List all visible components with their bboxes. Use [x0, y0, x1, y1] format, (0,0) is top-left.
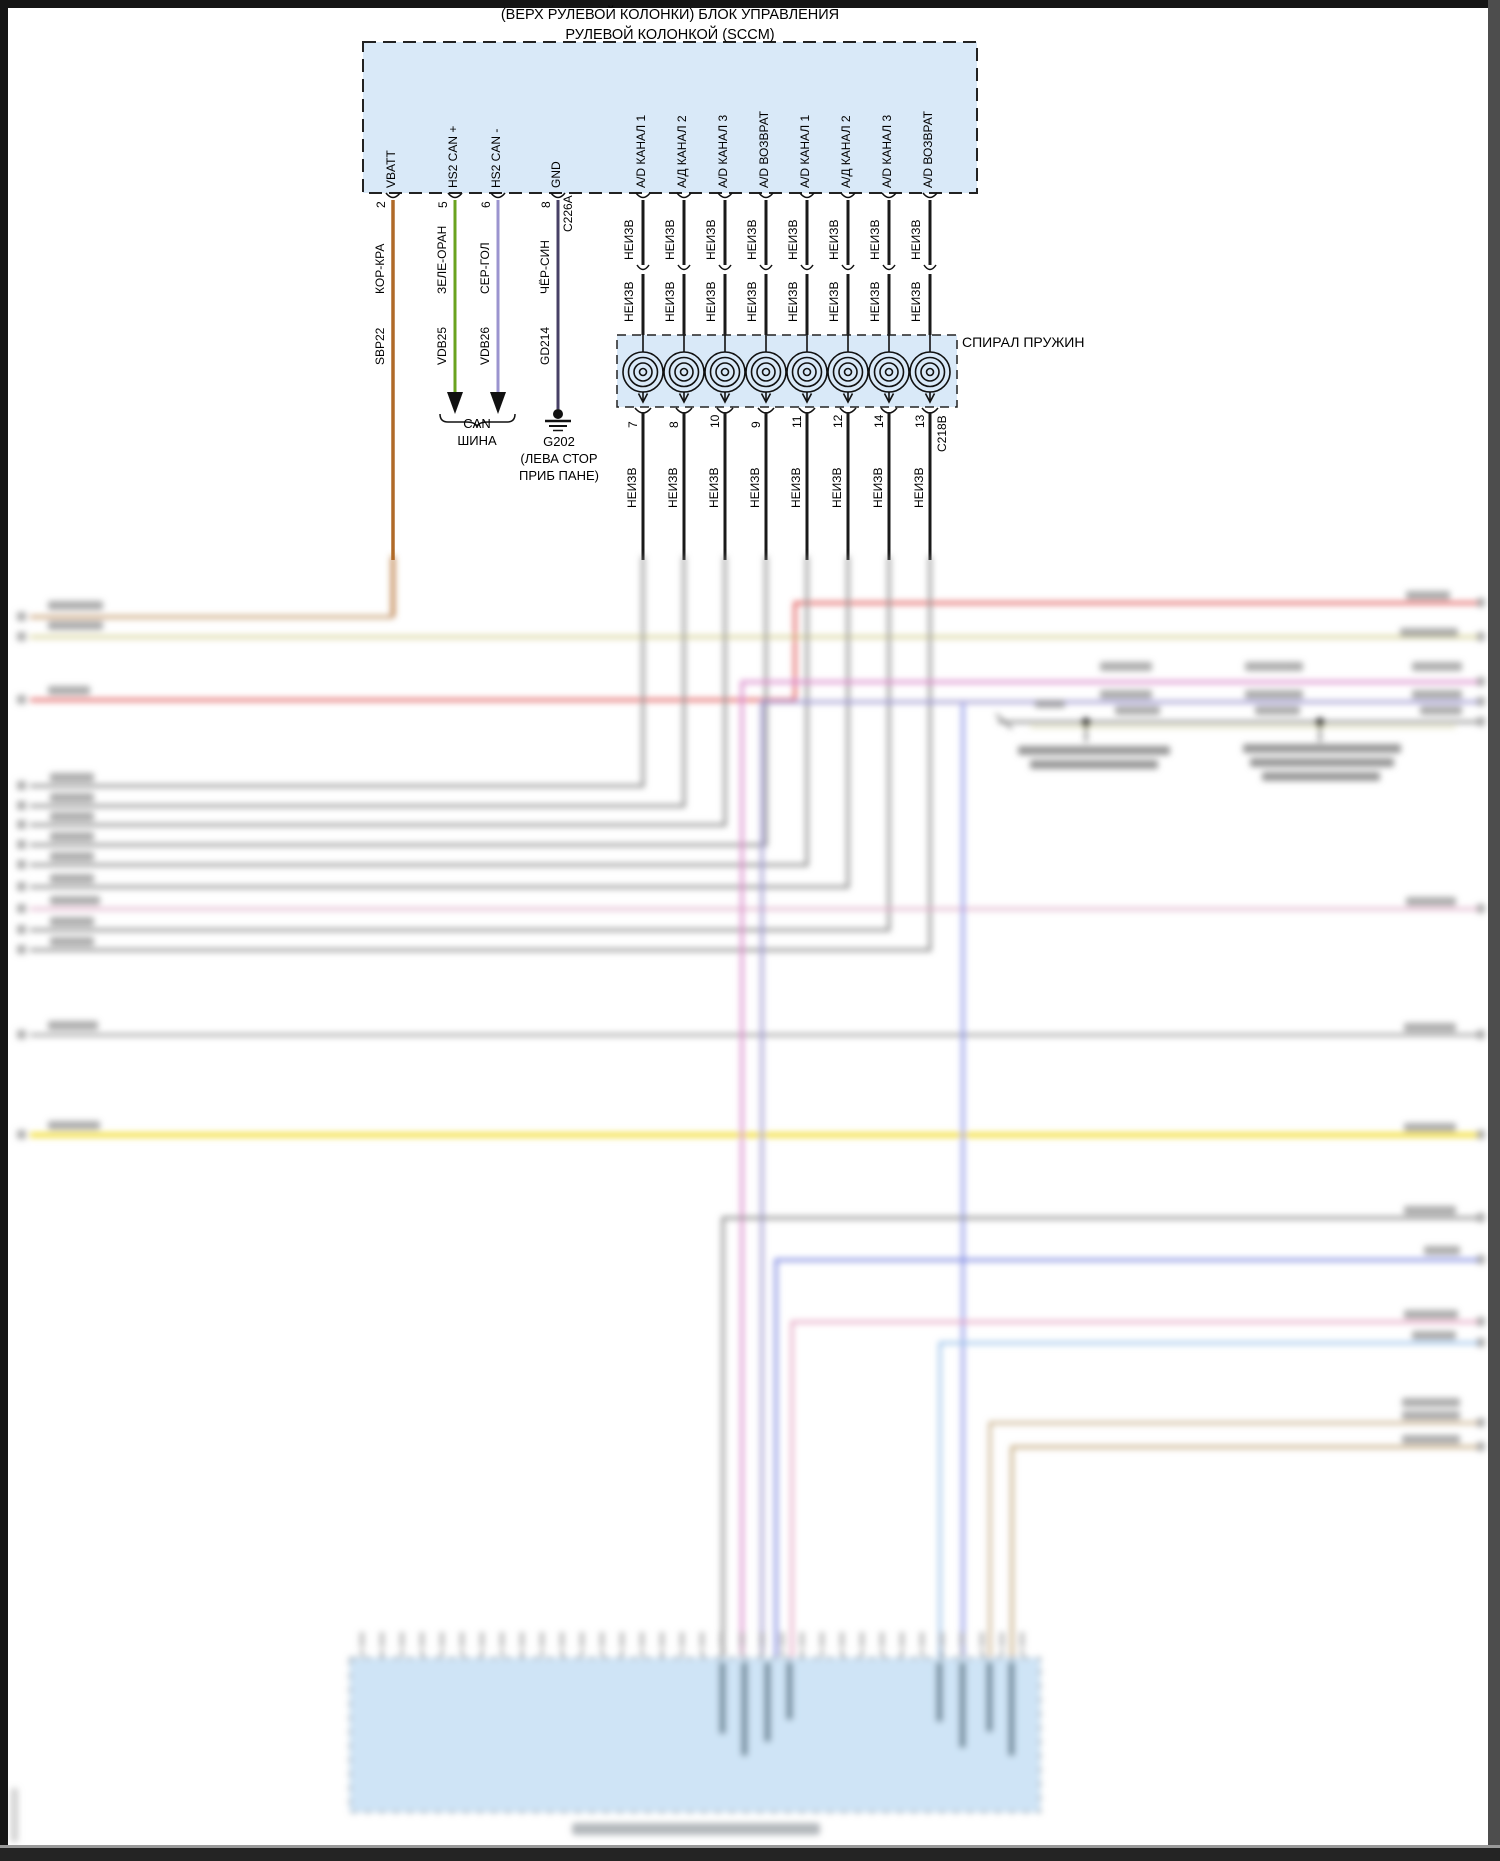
sccm-pin-label-gnd: GND — [549, 161, 563, 188]
connector-label-c226a: C226A — [561, 195, 575, 232]
spring-pin-number: 12 — [831, 414, 845, 428]
circuit-label: SBP22 — [373, 327, 387, 365]
sccm-pin-label-ch4: A/D ВОЗВРАТ — [757, 110, 771, 188]
wire-unknown-label: НЕИЗВ — [745, 219, 759, 260]
ground-id: G202 — [543, 434, 575, 449]
wire-unknown-label: НЕИЗВ — [704, 219, 718, 260]
wire-unknown-label: НЕИЗВ — [745, 281, 759, 322]
pin-number: 8 — [539, 201, 553, 208]
wire-unknown-label: НЕИЗВ — [909, 281, 923, 322]
wire-unknown-label: НЕИЗВ — [622, 219, 636, 260]
circuit-label: VDB25 — [435, 326, 449, 365]
wire-unknown-label: НЕИЗВ — [704, 281, 718, 322]
connector-label-c218b: C218B — [935, 415, 949, 452]
power-and-bus-wires — [391, 200, 560, 560]
sccm-pin-label-ch3: A/D КАНАЛ 3 — [716, 114, 730, 188]
spring-output-wires — [641, 412, 932, 560]
wire-unknown-label: НЕИЗВ — [912, 467, 926, 508]
wire-unknown-label: НЕИЗВ — [663, 219, 677, 260]
sccm-pin-label-ch6: А/Д КАНАЛ 2 — [839, 115, 853, 188]
wire-unknown-label: НЕИЗВ — [748, 467, 762, 508]
sccm-pin-label-ch8: A/D ВОЗВРАТ — [921, 110, 935, 188]
can-bus-line1: CAN — [463, 416, 491, 431]
sccm-pin-label-can-minus: HS2 CAN - — [489, 128, 503, 188]
ground-location-line1: (ЛЕВА СТОР — [520, 450, 598, 466]
ad-channel-wires — [641, 200, 932, 335]
wire-unknown-label: НЕИЗВ — [868, 281, 882, 322]
wire-unknown-label: НЕИЗВ — [789, 467, 803, 508]
sccm-pin-label-ch7: A/D КАНАЛ 3 — [880, 114, 894, 188]
sccm-pin-label-can-plus: HS2 CAN + — [446, 125, 460, 188]
wire-color-label: СЕР-ГОЛ — [478, 242, 492, 294]
pin-number: 5 — [436, 201, 450, 208]
wire-color-label: ЗЕЛЕ-ОРАН — [435, 225, 449, 294]
sccm-pin-label-ch1: A/D КАНАЛ 1 — [634, 114, 648, 188]
pin-number: 6 — [479, 201, 493, 208]
sccm-pin-label-ch5: A/D КАНАЛ 1 — [798, 114, 812, 188]
sccm-module-box — [362, 41, 978, 194]
diagram-title: (ВЕРХ РУЛЕВОЙ КОЛОНКИ) БЛОК УПРАВЛЕНИЯ Р… — [350, 6, 990, 45]
sccm-pin-label-ch2: А/Д КАНАЛ 2 — [675, 115, 689, 188]
spring-pin-number: 7 — [626, 421, 640, 428]
wire-unknown-label: НЕИЗВ — [786, 281, 800, 322]
wire-unknown-label: НЕИЗВ — [663, 281, 677, 322]
spring-pin-number: 10 — [708, 414, 722, 428]
clock-spring-label: СПИРАЛ ПРУЖИН — [962, 334, 1085, 350]
ground-caption: G202 (ЛЕВА СТОР ПРИБ ПАНЕ) — [516, 434, 602, 485]
spring-pin-number: 9 — [749, 421, 763, 428]
wire-unknown-label: НЕИЗВ — [871, 467, 885, 508]
wire-unknown-label: НЕИЗВ — [707, 467, 721, 508]
wire-unknown-label: НЕИЗВ — [666, 467, 680, 508]
spring-pin-number: 13 — [913, 414, 927, 428]
circuit-label: GD214 — [538, 326, 552, 365]
wire-color-label: ЧЁР-СИН — [538, 240, 552, 294]
diagram-title-line2: РУЛЕВОЙ КОЛОНКОЙ (SCCM) — [565, 26, 775, 43]
wire-unknown-label: НЕИЗВ — [786, 219, 800, 260]
pin-number: 2 — [374, 201, 388, 208]
wire-unknown-label: НЕИЗВ — [827, 219, 841, 260]
spring-pin-connectors — [634, 407, 939, 414]
clock-spring-box — [616, 334, 958, 408]
ground-location-line2: ПРИБ ПАНЕ) — [519, 467, 599, 483]
sccm-pin-label-vbatt: VBATT — [384, 150, 398, 188]
can-bus-line2: ШИНА — [457, 432, 497, 448]
wire-unknown-label: НЕИЗВ — [622, 281, 636, 322]
inline-connector-breaks — [636, 264, 937, 271]
diagram-title-line1: (ВЕРХ РУЛЕВОЙ КОЛОНКИ) БЛОК УПРАВЛЕНИЯ — [500, 7, 840, 23]
circuit-label: VDB26 — [478, 326, 492, 365]
spring-pin-number: 8 — [667, 421, 681, 428]
wire-unknown-label: НЕИЗВ — [625, 467, 639, 508]
wire-unknown-label: НЕИЗВ — [827, 281, 841, 322]
can-bus-caption: CAN ШИНА — [437, 416, 517, 450]
wire-unknown-label: НЕИЗВ — [909, 219, 923, 260]
blurred-lower-schematic — [11, 556, 1485, 1842]
ground-symbol — [545, 409, 571, 432]
wire-unknown-label: НЕИЗВ — [830, 467, 844, 508]
wire-unknown-label: НЕИЗВ — [868, 219, 882, 260]
wire-color-label: КОР-КРА — [373, 243, 387, 294]
spring-pin-number: 14 — [872, 414, 886, 428]
spring-pin-number: 11 — [790, 415, 804, 428]
